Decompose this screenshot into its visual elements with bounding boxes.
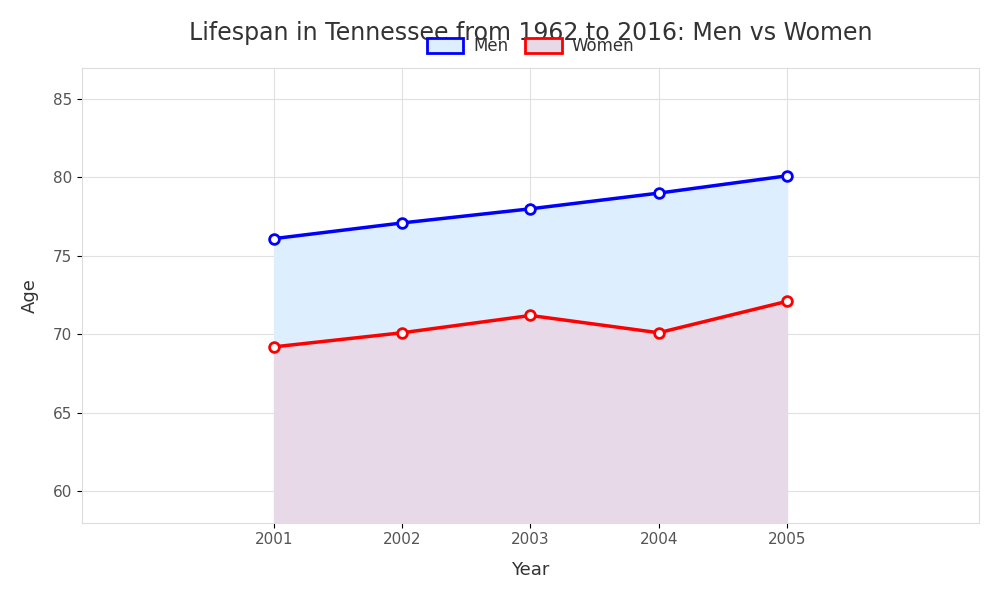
X-axis label: Year: Year bbox=[511, 561, 550, 579]
Legend: Men, Women: Men, Women bbox=[420, 31, 641, 62]
Title: Lifespan in Tennessee from 1962 to 2016: Men vs Women: Lifespan in Tennessee from 1962 to 2016:… bbox=[189, 21, 872, 45]
Y-axis label: Age: Age bbox=[21, 278, 39, 313]
